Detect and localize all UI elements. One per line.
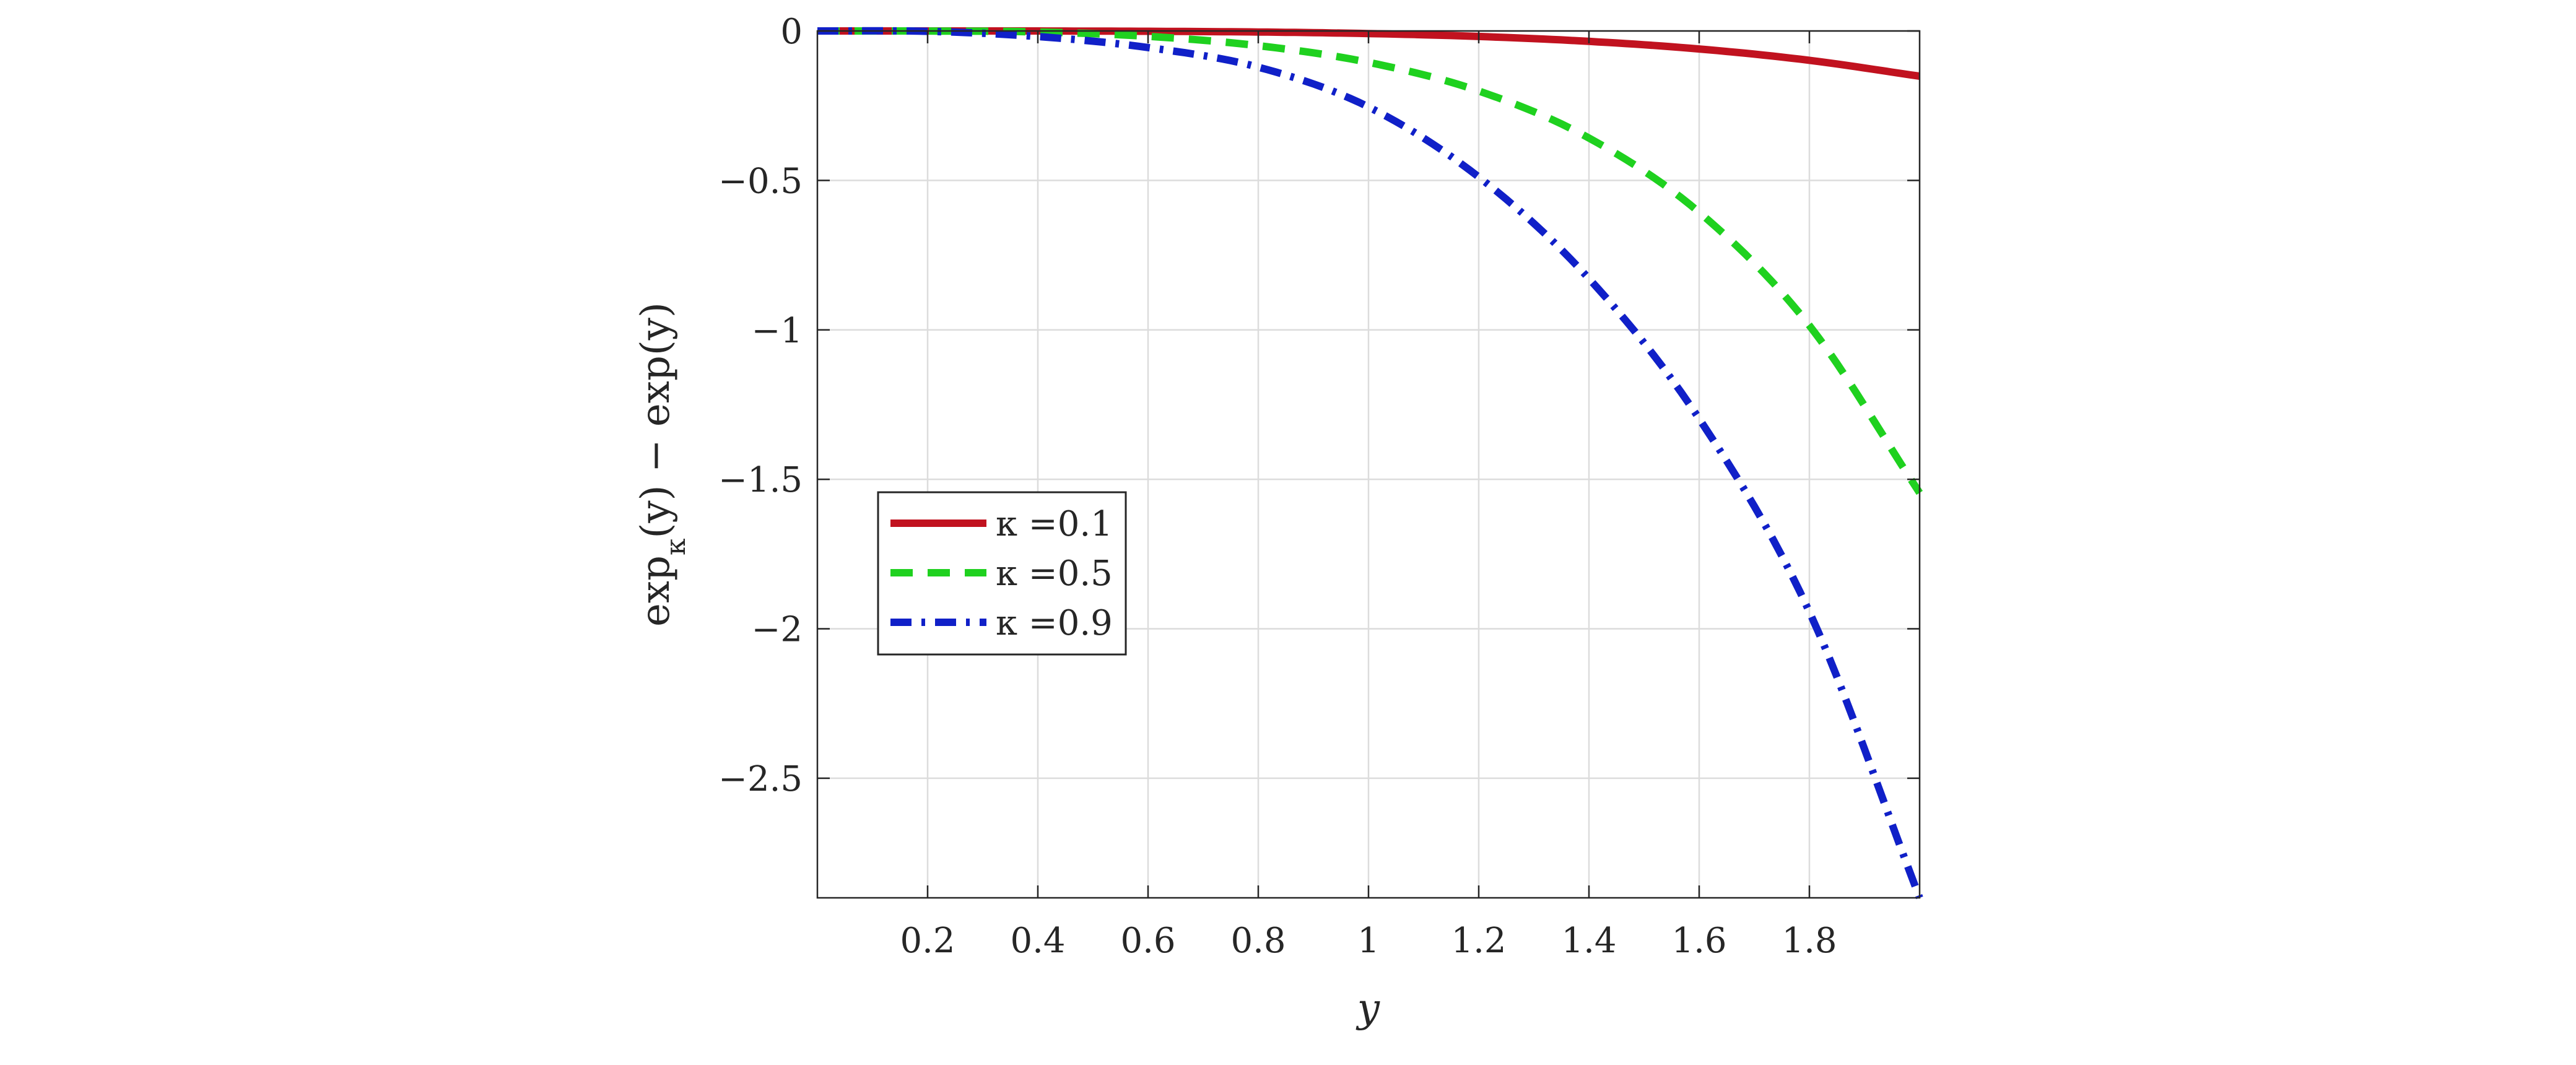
y-tick-label: −1 (751, 311, 803, 351)
x-tick-label: 1.6 (1671, 921, 1726, 961)
x-tick-label: 0.4 (1010, 921, 1065, 961)
x-tick-label: 1.4 (1561, 921, 1616, 961)
legend-box (877, 491, 1127, 656)
y-tick-label: −2 (751, 610, 803, 650)
x-axis-title: y (1355, 986, 1380, 1032)
y-tick-label: −0.5 (718, 161, 803, 201)
axis-ticks (817, 30, 1920, 898)
legend-label-kappa-0.9: κ =0.9 (996, 603, 1113, 643)
y-axis-title: expκ(y) − exp(y) (633, 302, 692, 627)
x-tick-label: 1.8 (1782, 921, 1837, 961)
legend-label-kappa-0.5: κ =0.5 (996, 554, 1113, 594)
series-line-kappa-0.5 (817, 27, 1923, 495)
x-tick-label: 1 (1357, 921, 1380, 961)
y-tick-label: −1.5 (718, 460, 803, 500)
legend-label-kappa-0.1: κ =0.1 (996, 504, 1113, 544)
tick-labels: 0.2 0.4 0.6 0.8 1 1.2 1.4 1.6 1.8 0 −0.5 −1 −1.5 −2 −2… (718, 12, 1837, 961)
legend: κ =0.1 κ =0.5 κ =0.9 (877, 491, 1127, 656)
x-tick-label: 0.2 (900, 921, 955, 961)
x-tick-label: 0.6 (1120, 921, 1175, 961)
x-tick-label: 0.8 (1230, 921, 1286, 961)
series-line-kappa-0.9 (817, 27, 1923, 900)
x-tick-label: 1.2 (1451, 921, 1506, 961)
grid (817, 30, 1920, 898)
y-tick-label: 0 (780, 12, 803, 52)
y-tick-label: −2.5 (718, 759, 803, 799)
